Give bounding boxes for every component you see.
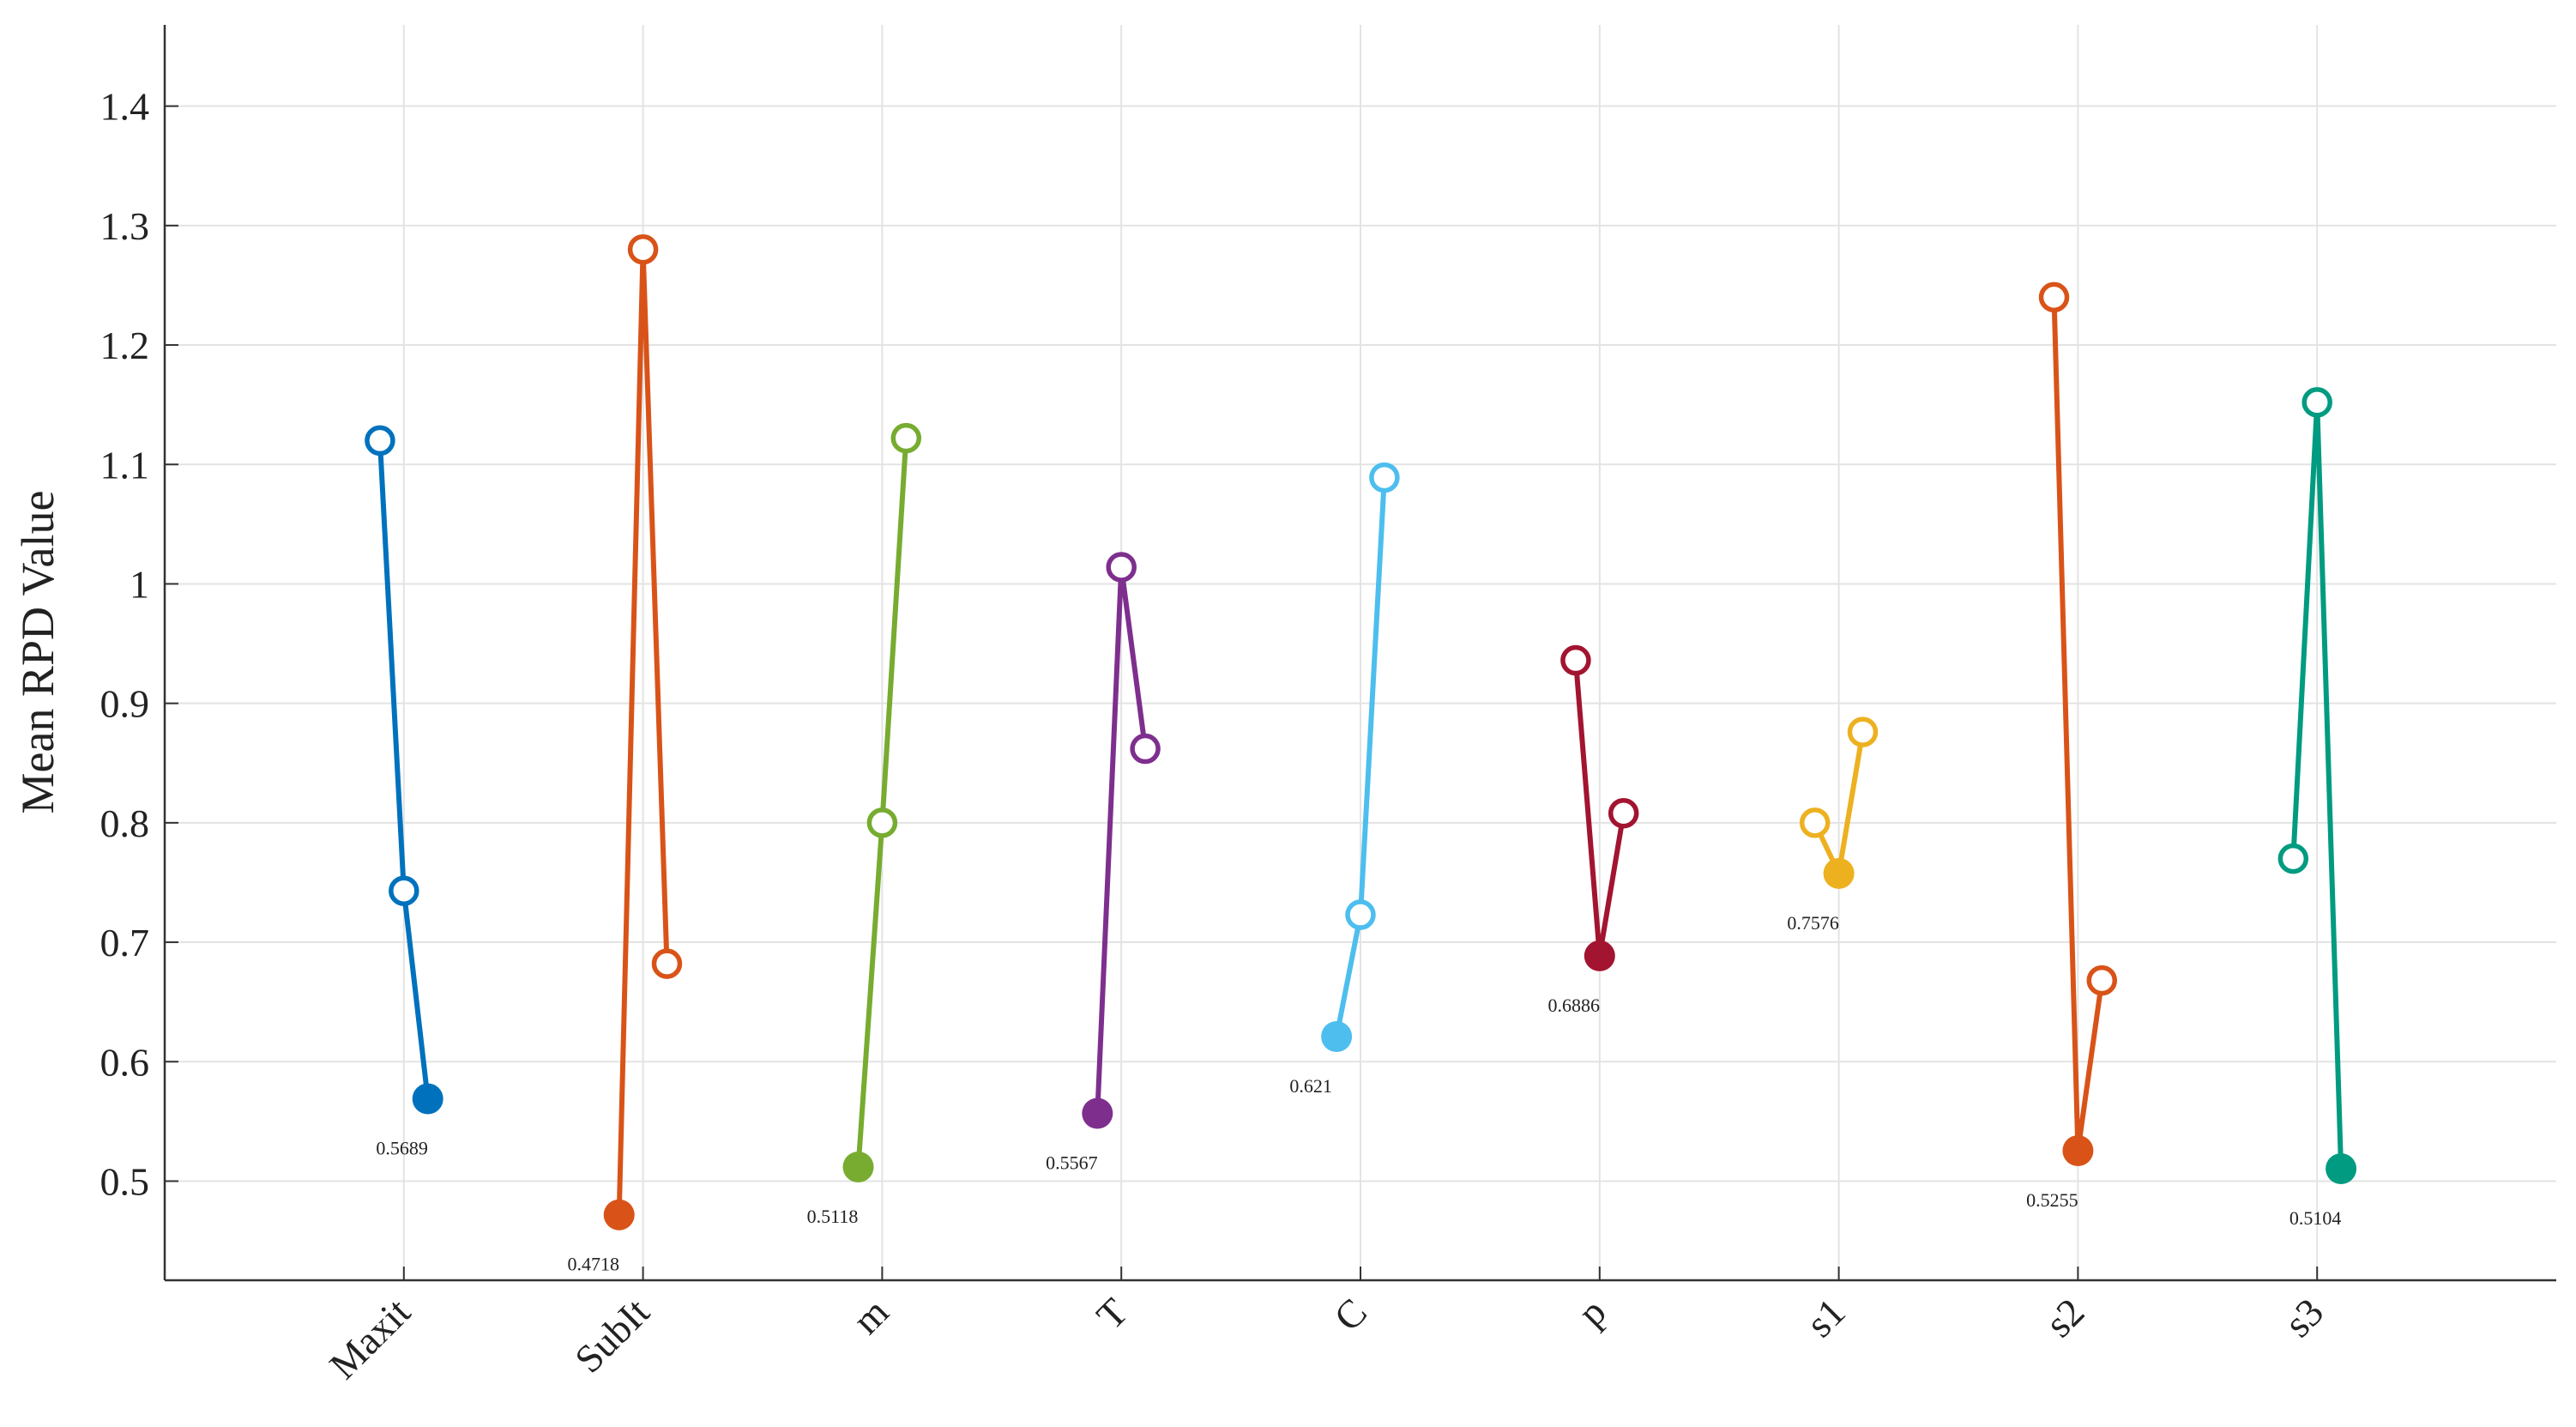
y-tick-label: 0.8 xyxy=(100,801,150,845)
marker-open xyxy=(1345,899,1376,930)
y-tick-label: 0.9 xyxy=(100,682,150,726)
data-label: 0.6886 xyxy=(1548,995,1601,1016)
data-label: 0.621 xyxy=(1289,1075,1332,1097)
x-tick-label: Maxit xyxy=(321,1290,419,1388)
marker-open xyxy=(365,425,395,457)
marker-open xyxy=(651,948,683,979)
y-tick-label: 1.3 xyxy=(100,204,150,248)
marker-open xyxy=(1560,644,1591,676)
data-label: 0.5255 xyxy=(2026,1189,2078,1211)
marker-open xyxy=(2277,843,2309,874)
marker-filled xyxy=(1823,857,1855,889)
x-tick-label: p xyxy=(1570,1290,1614,1334)
marker-open xyxy=(1106,552,1137,583)
x-tick-label: T xyxy=(1088,1290,1136,1338)
data-label: 0.5104 xyxy=(2289,1207,2342,1229)
marker-open xyxy=(1369,462,1400,493)
marker-open xyxy=(2086,964,2118,996)
marker-filled xyxy=(412,1083,443,1115)
x-tick-label: s2 xyxy=(2036,1290,2092,1345)
marker-open xyxy=(389,875,419,906)
marker-filled xyxy=(1321,1021,1353,1053)
marker-filled xyxy=(603,1199,635,1230)
marker-open xyxy=(1847,717,1879,747)
marker-open xyxy=(1799,807,1831,838)
marker-filled xyxy=(2062,1134,2094,1166)
y-tick-label: 0.6 xyxy=(100,1040,150,1084)
y-tick-label: 1 xyxy=(130,562,149,606)
x-tick-label: s3 xyxy=(2276,1290,2332,1345)
marker-open xyxy=(627,233,659,265)
y-axis-label: Mean RPD Value xyxy=(12,491,63,814)
marker-filled xyxy=(1082,1097,1113,1129)
data-label: 0.5689 xyxy=(376,1138,428,1159)
y-tick-label: 1.4 xyxy=(100,85,150,129)
marker-filled xyxy=(2326,1152,2357,1184)
y-tick-label: 1.2 xyxy=(100,323,150,367)
marker-open xyxy=(1608,797,1639,829)
marker-open xyxy=(866,807,898,838)
y-tick-label: 0.7 xyxy=(100,921,150,964)
data-label: 0.5118 xyxy=(807,1206,859,1227)
y-tick-label: 1.1 xyxy=(100,443,150,487)
marker-filled xyxy=(842,1152,874,1183)
marker-open xyxy=(1130,733,1161,765)
y-tick-label: 0.5 xyxy=(100,1159,150,1203)
marker-open xyxy=(890,422,922,454)
data-label: 0.7576 xyxy=(1787,912,1839,934)
data-label: 0.4718 xyxy=(567,1254,619,1275)
x-tick-label: SubIt xyxy=(566,1290,658,1382)
x-tick-label: C xyxy=(1325,1290,1375,1339)
x-tick-label: m xyxy=(844,1290,897,1343)
marker-filled xyxy=(1584,940,1615,971)
data-label: 0.5567 xyxy=(1046,1152,1098,1174)
x-tick-label: s1 xyxy=(1798,1290,1854,1345)
marker-open xyxy=(2038,281,2070,313)
marker-open xyxy=(2302,387,2332,418)
